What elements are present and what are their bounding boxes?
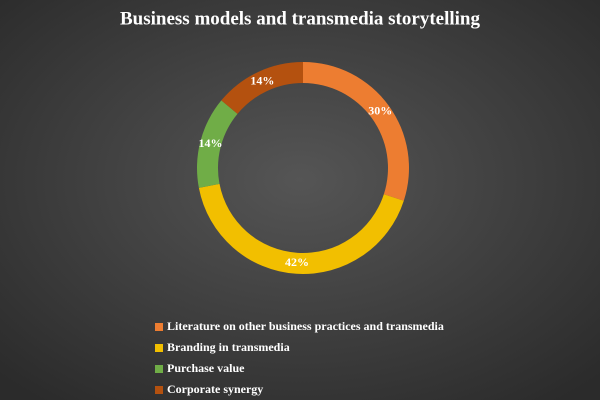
donut-segment bbox=[303, 62, 409, 201]
donut-segment bbox=[221, 61, 303, 114]
legend-swatch bbox=[155, 344, 163, 352]
data-label: 14% bbox=[250, 73, 274, 87]
legend-label: Purchase value bbox=[167, 361, 245, 375]
legend-swatch bbox=[155, 323, 163, 331]
chart-title: Business models and transmedia storytell… bbox=[120, 8, 480, 29]
legend-swatch bbox=[155, 386, 163, 394]
legend-label: Literature on other business practices a… bbox=[167, 319, 444, 333]
donut-segment bbox=[198, 183, 404, 274]
donut-segment bbox=[196, 100, 238, 188]
legend-label: Branding in transmedia bbox=[167, 340, 290, 354]
data-label: 14% bbox=[199, 136, 223, 150]
data-label: 30% bbox=[368, 104, 392, 118]
data-label: 42% bbox=[285, 255, 309, 269]
legend-swatch bbox=[155, 365, 163, 373]
legend-label: Corporate synergy bbox=[167, 382, 263, 396]
